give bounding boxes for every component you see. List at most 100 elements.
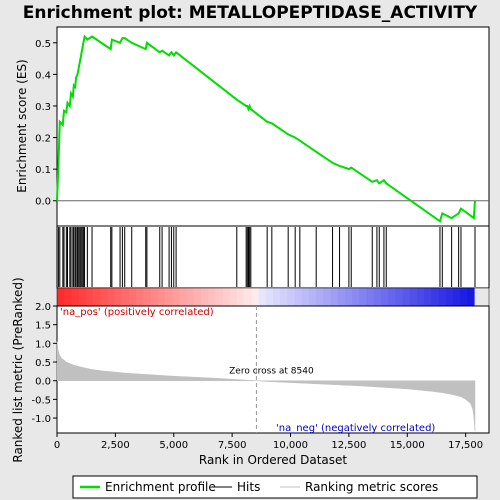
color-bar-segment — [280, 288, 288, 306]
color-bar-segment — [337, 288, 346, 306]
color-bar-segment — [222, 288, 231, 306]
color-bar-segment — [366, 288, 375, 306]
zero-cross-label: Zero cross at 8540 — [229, 367, 314, 377]
color-bar-segment — [93, 288, 101, 306]
x-tick-label: 2,500 — [101, 440, 130, 451]
color-bar-segment — [143, 288, 152, 306]
es-y-axis-label: Enrichment score (ES) — [15, 59, 29, 192]
color-bar-segment — [57, 288, 65, 306]
color-bar-segment — [114, 288, 123, 306]
color-bar-segment — [208, 288, 216, 306]
x-tick-label: 0 — [54, 440, 60, 451]
color-bar-segment — [172, 288, 180, 306]
es-y-tick-label: 0.1 — [35, 165, 51, 176]
color-bar-segment — [107, 288, 116, 306]
color-bar-segment — [85, 288, 94, 306]
color-bar-segment — [474, 288, 483, 306]
legend-label: Hits — [237, 480, 260, 494]
metric-y-tick-label: 1.5 — [35, 321, 51, 332]
rank-color-bar — [56, 287, 490, 307]
x-tick-label: 7,500 — [218, 440, 247, 451]
chart-title: Enrichment plot: METALLOPEPTIDASE_ACTIVI… — [23, 3, 478, 23]
es-y-tick-label: 0.5 — [35, 39, 51, 50]
x-axis-label: Rank in Ordered Dataset — [199, 453, 347, 467]
color-bar-segment — [258, 288, 267, 306]
x-tick-label: 17,500 — [448, 440, 483, 451]
color-bar-segment — [215, 288, 224, 306]
metric-panel — [56, 305, 490, 434]
color-bar-segment — [373, 288, 382, 306]
color-bar-segment — [179, 288, 188, 306]
color-bar-segment — [323, 288, 332, 306]
color-bar-segment — [316, 288, 324, 306]
metric-y-tick-label: 2.0 — [35, 302, 51, 313]
metric-y-tick-label: -1.0 — [31, 414, 51, 425]
color-bar-segment — [453, 288, 461, 306]
color-bar-segment — [165, 288, 173, 306]
enrichment-profile-line — [56, 34, 476, 223]
positive-correlation-label: 'na_pos' (positively correlated) — [60, 307, 214, 318]
color-bar-segment — [424, 288, 432, 306]
color-bar-segment — [438, 288, 447, 306]
color-bar-segment — [381, 288, 389, 306]
color-bar-segment — [78, 288, 87, 306]
color-bar-segment — [244, 288, 252, 306]
color-bar-segment — [409, 288, 418, 306]
x-tick-label: 10,000 — [273, 440, 308, 451]
color-bar-segment — [251, 288, 260, 306]
color-bar-segment — [193, 288, 202, 306]
x-tick-label: 15,000 — [390, 440, 425, 451]
x-tick-label: 12,500 — [331, 440, 366, 451]
color-bar-segment — [100, 288, 108, 306]
color-bar-segment — [345, 288, 353, 306]
es-y-tick-label: 0.4 — [35, 70, 51, 81]
legend-box — [72, 475, 478, 499]
color-bar-segment — [287, 288, 296, 306]
legend-label: Ranking metric scores — [305, 480, 438, 494]
color-bar-segment — [157, 288, 166, 306]
color-bar-segment — [273, 288, 281, 306]
legend-label: Enrichment profile — [105, 480, 216, 494]
x-tick-label: 5,000 — [159, 440, 188, 451]
color-bar-segment — [467, 288, 476, 306]
color-bar-segment — [481, 288, 490, 306]
color-bar-segment — [352, 288, 360, 306]
color-bar-segment — [395, 288, 404, 306]
color-bar-segment — [330, 288, 339, 306]
es-panel — [56, 26, 490, 227]
color-bar-segment — [186, 288, 195, 306]
es-y-tick-label: 0.3 — [35, 102, 51, 113]
color-bar-segment — [201, 288, 209, 306]
color-bar-segment — [121, 288, 130, 306]
es-y-tick-label: 0.2 — [35, 134, 51, 145]
metric-y-axis-label: Ranked list metric (PreRanked) — [11, 277, 25, 462]
color-bar-segment — [237, 288, 245, 306]
color-bar-segment — [150, 288, 159, 306]
color-bar-segment — [402, 288, 411, 306]
es-y-tick-label: 0.0 — [35, 197, 51, 208]
ranking-metric-area — [56, 341, 476, 432]
color-bar-segment — [359, 288, 368, 306]
hits-panel — [56, 225, 490, 289]
negative-correlation-label: 'na_neg' (negatively correlated) — [276, 423, 435, 434]
color-bar-segment — [136, 288, 144, 306]
color-bar-segment — [294, 288, 303, 306]
color-bar-segment — [309, 288, 317, 306]
color-bar-segment — [265, 288, 274, 306]
color-bar-segment — [229, 288, 238, 306]
metric-y-tick-label: 0.5 — [35, 358, 51, 369]
color-bar-segment — [129, 288, 137, 306]
color-bar-segment — [445, 288, 454, 306]
color-bar-segment — [460, 288, 468, 306]
color-bar-segment — [417, 288, 425, 306]
metric-y-tick-label: 0.0 — [35, 377, 51, 388]
color-bar-segment — [388, 288, 396, 306]
metric-y-tick-label: 1.0 — [35, 339, 51, 350]
color-bar-segment — [71, 288, 80, 306]
color-bar-segment — [64, 288, 72, 306]
color-bar-segment — [431, 288, 440, 306]
color-bar-segment — [301, 288, 310, 306]
metric-y-tick-label: -0.5 — [31, 395, 51, 406]
